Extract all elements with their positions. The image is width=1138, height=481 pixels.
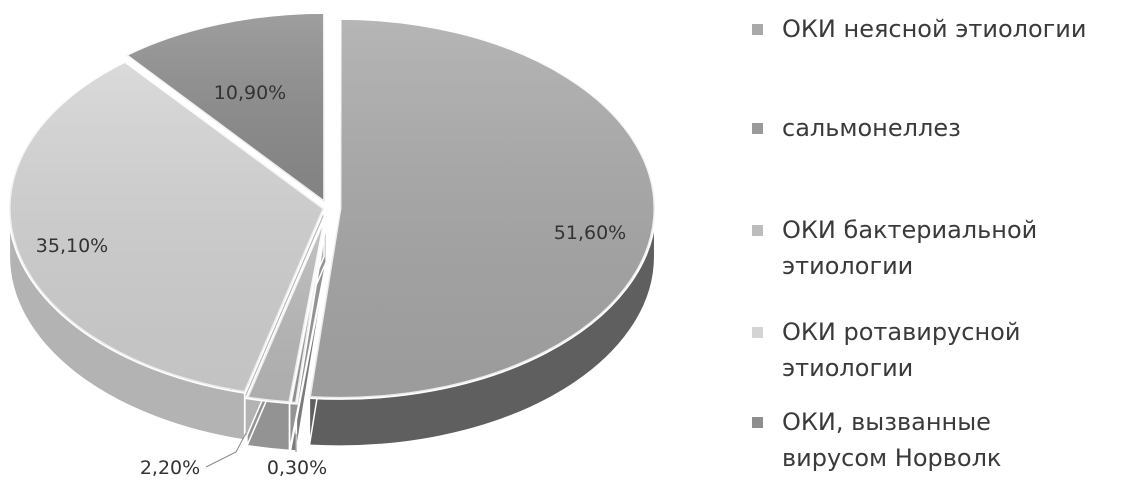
legend-marker-icon (752, 327, 763, 338)
data-label-salmonellosis: 0,30% (267, 457, 327, 479)
slice-oki-unclear-shade (309, 18, 655, 399)
leader-line (205, 432, 247, 468)
slice-oki-rotavirus-shade (9, 61, 325, 393)
legend-marker-icon (752, 417, 763, 428)
slice-oki-bacterial-shade (246, 213, 327, 403)
data-label-oki-rotavirus: 35,10% (36, 235, 108, 257)
legend-marker-icon (752, 24, 763, 35)
legend: ОКИ неясной этиологии сальмонеллез ОКИ б… (752, 0, 1138, 481)
data-label-oki-norwalk: 10,90% (214, 82, 286, 104)
legend-label: ОКИ неясной этиологии (782, 15, 1087, 43)
legend-label: ОКИ, вызванные вирусом Норволк (782, 408, 1002, 472)
pie-chart: 51,60% 0,30% 2,20% 35,10% 10,90% (7, 10, 657, 479)
legend-label: ОКИ бактериальной этиологии (782, 216, 1038, 280)
legend-marker-icon (752, 123, 763, 134)
legend-label: ОКИ ротавирусной этиологии (782, 318, 1021, 382)
legend-label: сальмонеллез (782, 114, 961, 142)
data-label-oki-bacterial: 2,20% (140, 457, 200, 479)
data-label-oki-unclear: 51,60% (554, 222, 626, 244)
legend-marker-icon (752, 225, 763, 236)
slice-oki-norwalk-shade (125, 12, 325, 203)
